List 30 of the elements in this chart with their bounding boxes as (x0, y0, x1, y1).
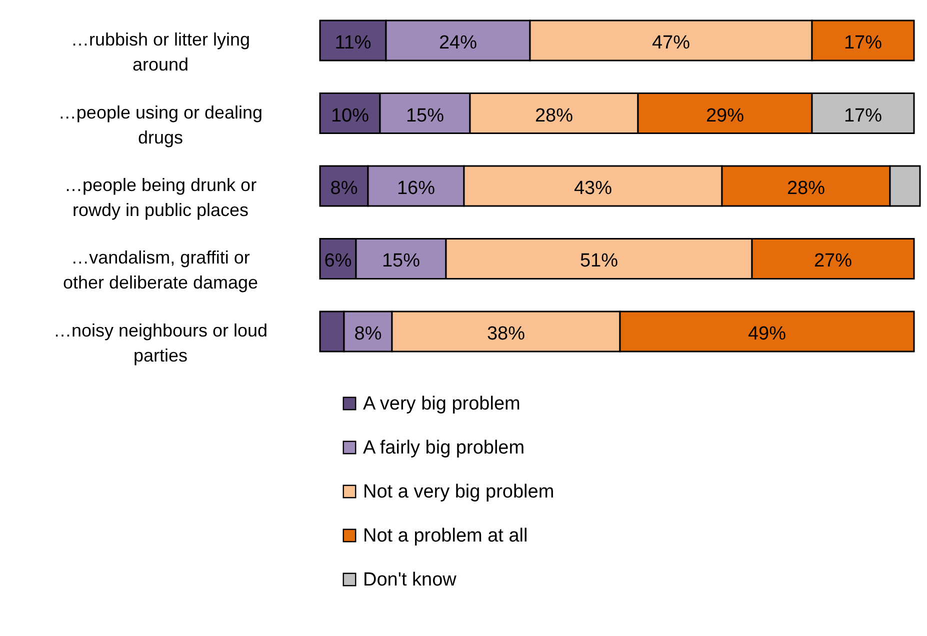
data-label: 6% (324, 250, 352, 272)
y-tick-label: …people using or dealing drugs (58, 102, 263, 148)
data-label: 38% (486, 323, 526, 344)
legend-label: Not a problem at all (363, 526, 528, 546)
data-label: 29% (706, 105, 744, 126)
y-tick-label: …people being drunk or rowdy in public places (64, 175, 257, 220)
data-label: 15% (406, 105, 444, 126)
data-label: 28% (786, 178, 826, 199)
data-label: 27% (814, 250, 852, 272)
legend-label: A fairly big problem (363, 438, 525, 458)
y-tick-label: …noisy neighbours or loud parties (53, 320, 268, 366)
data-label: 43% (574, 178, 612, 199)
data-label: 10% (330, 105, 370, 126)
data-label: 8% (330, 178, 358, 199)
data-label: 51% (580, 250, 618, 272)
legend-label: A very big problem (363, 394, 520, 414)
data-label: 11% (334, 32, 372, 54)
legend-label: Not a very big problem (363, 482, 554, 502)
data-label: 16% (396, 178, 436, 199)
data-label: 24% (438, 32, 478, 54)
data-label: 8% (354, 323, 382, 344)
data-label: 17% (844, 32, 882, 54)
legend-label: Don't know (363, 570, 457, 590)
data-label: 28% (534, 105, 574, 126)
y-tick-label: …rubbish or litter lying around (70, 30, 250, 75)
data-label: 15% (382, 250, 420, 272)
y-tick-label: …vandalism, graffiti or other deliberate damage (62, 248, 258, 293)
data-label: 17% (844, 105, 882, 126)
data-label: 49% (748, 323, 786, 344)
data-label: 47% (652, 32, 690, 54)
